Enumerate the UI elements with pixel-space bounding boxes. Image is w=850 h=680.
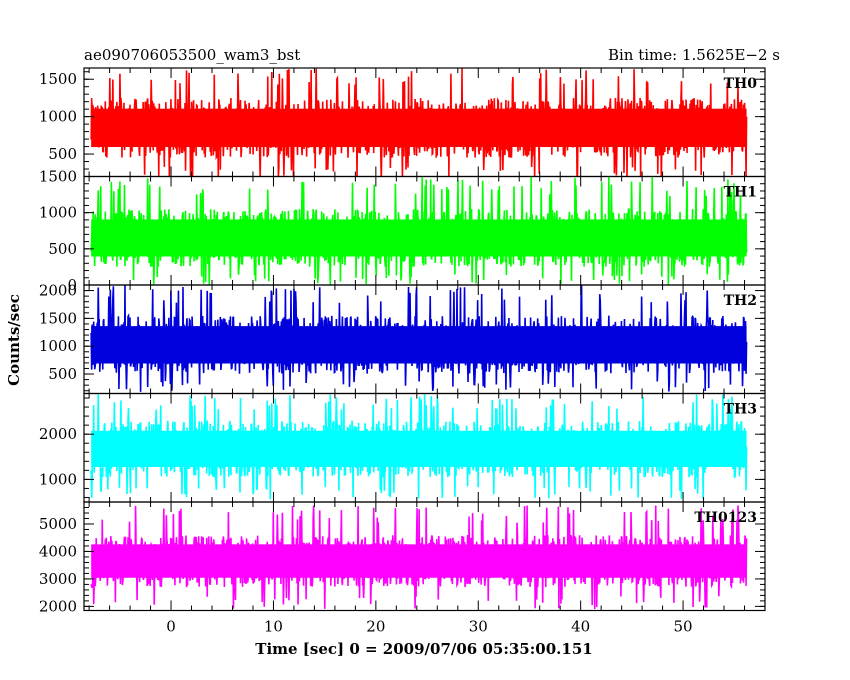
series-core-th3 — [91, 430, 747, 467]
panel-label-th0: TH0 — [724, 76, 758, 92]
panels-group: 500 1000 1500 TH0 0 500 1000 1500 TH1 500 1000 1500… — [39, 67, 766, 615]
y-tick-label: 2000 — [39, 597, 77, 615]
x-tick-label: 0 — [166, 618, 176, 636]
panel-th3: 1000 2000 TH3 — [39, 392, 766, 503]
y-tick-label: 1500 — [39, 309, 77, 327]
panel-th2: 500 1000 1500 2000 TH2 — [39, 282, 766, 395]
x-tick-label: 40 — [571, 618, 590, 636]
y-tick-label: 2000 — [39, 425, 77, 443]
y-tick-label: 500 — [48, 145, 77, 163]
y-axis-label: Counts/sec — [5, 294, 23, 386]
y-tick-label: 3000 — [39, 570, 77, 588]
panel-th0: 500 1000 1500 TH0 — [39, 67, 766, 178]
x-tick-label: 50 — [674, 618, 693, 636]
panel-label-th0123: TH0123 — [694, 510, 757, 526]
x-axis-label: Time [sec] 0 = 2009/07/06 05:35:00.151 — [255, 640, 592, 658]
panel-th1: 0 500 1000 1500 TH1 — [39, 168, 766, 294]
y-tick-label: 1000 — [39, 337, 77, 355]
chart-title-right: Bin time: 1.5625E−2 s — [608, 46, 780, 64]
panel-label-th2: TH2 — [724, 293, 757, 309]
y-tick-label: 1000 — [39, 470, 77, 488]
y-tick-label: 2000 — [39, 282, 77, 300]
x-tick-label: 30 — [469, 618, 488, 636]
series-core-th1 — [91, 219, 747, 257]
y-tick-label: 500 — [48, 365, 77, 383]
series-core-th0123 — [91, 544, 747, 578]
series-core-th2 — [91, 326, 747, 364]
y-tick-label: 1000 — [39, 108, 77, 126]
y-tick-label: 1500 — [39, 70, 77, 88]
y-tick-label: 500 — [48, 240, 77, 258]
series-core-th0 — [91, 108, 747, 148]
x-tick-label: 20 — [366, 618, 385, 636]
panel-th0123: 2000 3000 4000 5000 TH0123 — [39, 501, 766, 615]
chart-title-left: ae090706053500_wam3_bst — [84, 46, 300, 64]
y-tick-label: 4000 — [39, 542, 77, 560]
y-tick-label: 1000 — [39, 204, 77, 222]
x-tick-label: 10 — [264, 618, 283, 636]
panel-frame — [83, 501, 766, 612]
x-axis: 0 10 20 30 40 50 — [166, 618, 692, 636]
panel-label-th1: TH1 — [724, 185, 757, 201]
y-tick-label: 5000 — [39, 515, 77, 533]
panel-label-th3: TH3 — [724, 402, 757, 418]
y-tick-label: 1500 — [39, 168, 77, 186]
y-tick-label: 0 — [67, 276, 77, 294]
